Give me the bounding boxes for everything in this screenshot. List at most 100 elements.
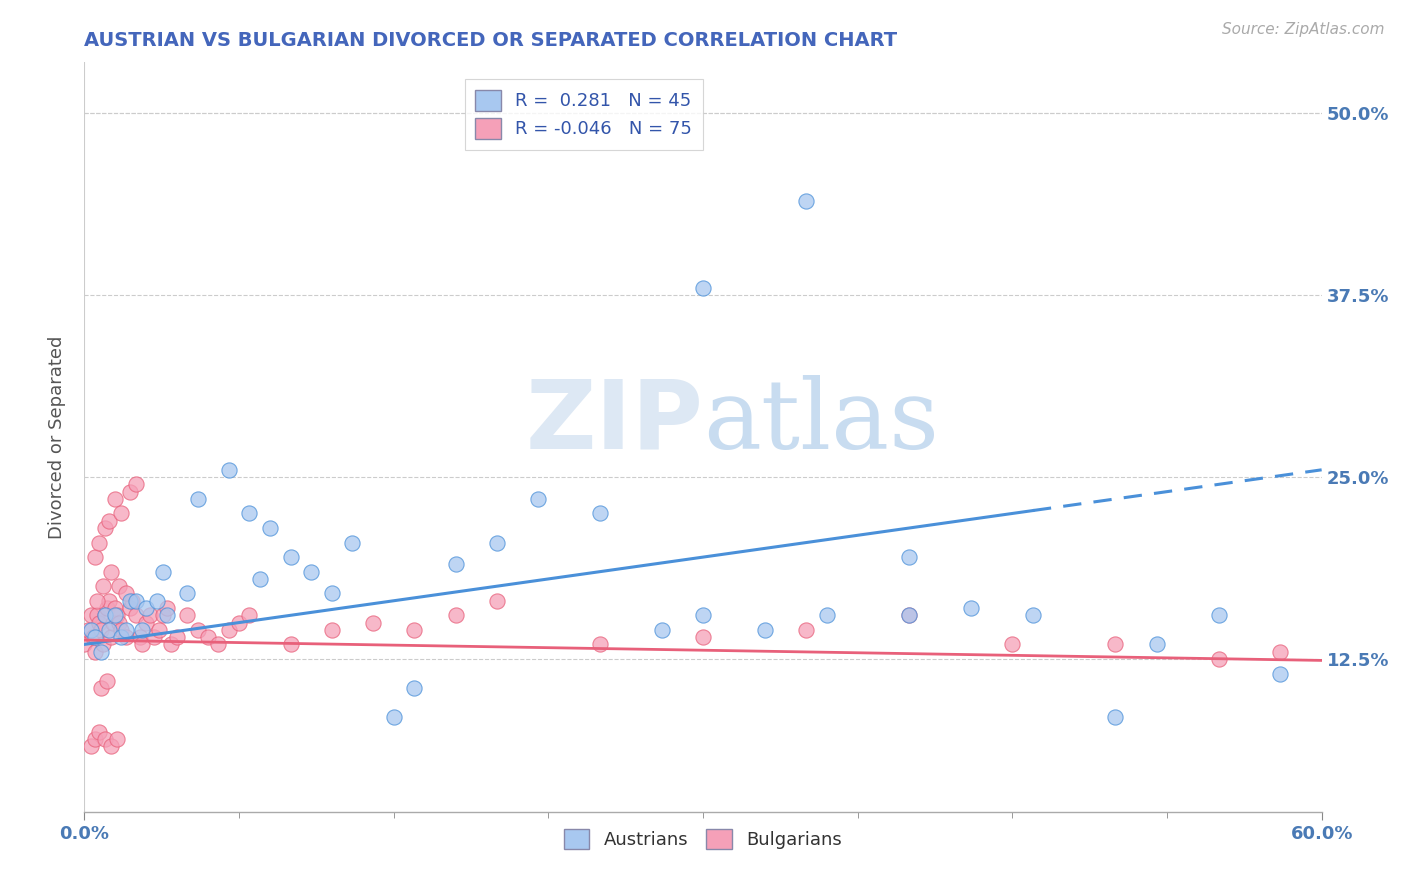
Point [100, 565, 122, 579]
Point [114, 586, 136, 600]
Point [651, 623, 673, 637]
Point [361, 615, 384, 630]
Point [898, 608, 921, 623]
Point [815, 608, 838, 623]
Point [118, 593, 141, 607]
Point [238, 608, 260, 623]
Point [114, 630, 136, 644]
Point [176, 608, 198, 623]
Point [94, 731, 117, 746]
Point [98, 593, 121, 607]
Point [125, 593, 148, 607]
Point [1104, 637, 1126, 651]
Point [187, 491, 209, 506]
Point [105, 608, 128, 623]
Point [131, 623, 153, 637]
Point [83, 630, 105, 644]
Point [485, 593, 508, 607]
Point [342, 535, 364, 549]
Point [207, 637, 229, 651]
Point [218, 623, 240, 637]
Point [104, 608, 127, 623]
Point [299, 565, 322, 579]
Point [692, 630, 714, 644]
Point [90, 623, 112, 637]
Point [321, 586, 343, 600]
Point [110, 507, 132, 521]
Point [527, 491, 550, 506]
Point [197, 630, 219, 644]
Text: ZIP: ZIP [524, 376, 703, 468]
Point [87, 724, 110, 739]
Point [135, 601, 157, 615]
Point [1001, 637, 1024, 651]
Point [156, 608, 179, 623]
Point [96, 673, 118, 688]
Point [94, 608, 117, 623]
Point [1270, 666, 1292, 681]
Legend: Austrians, Bulgarians: Austrians, Bulgarians [557, 822, 849, 856]
Point [228, 615, 250, 630]
Point [90, 645, 112, 659]
Text: atlas: atlas [703, 376, 939, 469]
Point [135, 615, 157, 630]
Point [960, 601, 983, 615]
Point [382, 710, 405, 724]
Point [83, 645, 105, 659]
Point [156, 601, 179, 615]
Point [218, 463, 240, 477]
Point [103, 615, 125, 630]
Point [131, 637, 153, 651]
Point [94, 521, 117, 535]
Point [589, 507, 612, 521]
Point [114, 623, 136, 637]
Point [90, 681, 112, 695]
Point [794, 194, 817, 208]
Point [160, 637, 183, 651]
Point [91, 579, 114, 593]
Y-axis label: Divorced or Separated: Divorced or Separated [48, 335, 66, 539]
Point [87, 535, 110, 549]
Point [83, 731, 105, 746]
Point [100, 630, 122, 644]
Point [692, 281, 714, 295]
Point [110, 630, 132, 644]
Point [1146, 637, 1168, 651]
Point [110, 623, 132, 637]
Point [145, 593, 167, 607]
Point [404, 681, 426, 695]
Point [444, 608, 467, 623]
Point [83, 550, 105, 565]
Point [129, 630, 152, 644]
Point [1104, 710, 1126, 724]
Point [176, 586, 198, 600]
Text: AUSTRIAN VS BULGARIAN DIVORCED OR SEPARATED CORRELATION CHART: AUSTRIAN VS BULGARIAN DIVORCED OR SEPARA… [84, 30, 897, 50]
Point [98, 623, 121, 637]
Point [108, 579, 131, 593]
Point [98, 514, 121, 528]
Point [125, 477, 148, 491]
Point [96, 601, 118, 615]
Point [100, 739, 122, 754]
Point [139, 608, 162, 623]
Point [108, 615, 131, 630]
Point [898, 550, 921, 565]
Point [82, 630, 104, 644]
Point [485, 535, 508, 549]
Point [79, 608, 101, 623]
Point [91, 637, 114, 651]
Text: Source: ZipAtlas.com: Source: ZipAtlas.com [1222, 22, 1385, 37]
Point [1270, 645, 1292, 659]
Point [152, 565, 174, 579]
Point [238, 507, 260, 521]
Point [79, 623, 101, 637]
Point [692, 608, 714, 623]
Point [1208, 652, 1230, 666]
Point [79, 739, 101, 754]
Point [321, 623, 343, 637]
Point [589, 637, 612, 651]
Point [1208, 608, 1230, 623]
Point [125, 608, 148, 623]
Point [73, 637, 96, 651]
Point [1022, 608, 1045, 623]
